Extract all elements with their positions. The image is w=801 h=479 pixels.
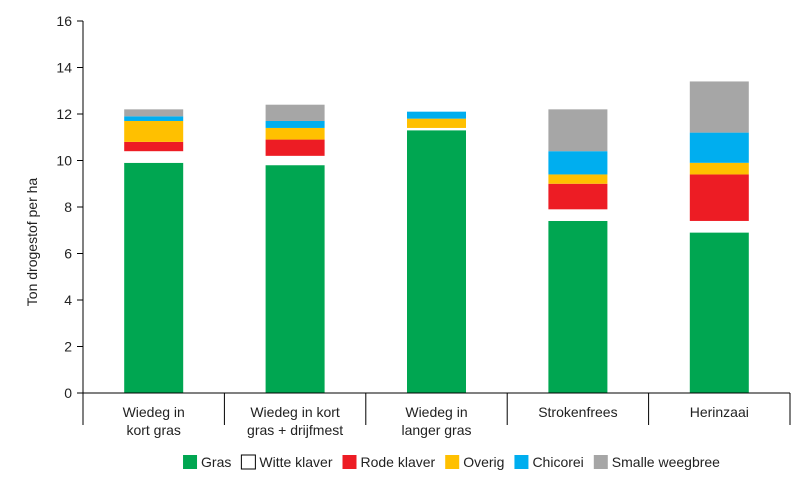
bar-segment-chicorei [689, 132, 749, 163]
legend-swatch [183, 455, 198, 469]
y-tick-label: 14 [56, 60, 72, 76]
legend-label: Overig [463, 454, 504, 470]
legend-label: Rode klaver [361, 454, 436, 470]
legend-swatch [514, 455, 529, 469]
bar-segment-overig [265, 127, 325, 140]
bar-segment-smalle-weegbree [124, 109, 184, 117]
legend-label: Gras [201, 454, 231, 470]
legend-swatch [342, 455, 357, 469]
x-category-label: Strokenfrees [538, 404, 617, 420]
bar-segment-smalle-weegbree [548, 109, 608, 152]
bar-segment-overig [124, 120, 184, 142]
y-tick-label: 16 [56, 13, 72, 29]
bar-segment-chicorei [265, 120, 325, 128]
legend-swatch [445, 455, 460, 469]
y-tick-label: 0 [64, 385, 72, 401]
x-category-label: Wiedeg in [405, 404, 467, 420]
x-category-label: Wiedeg in kort [250, 404, 340, 420]
x-category-label: gras + drijfmest [247, 422, 343, 438]
bar-segment-witte-klaver [265, 155, 325, 166]
legend-label: Chicorei [532, 454, 583, 470]
bar-segment-rode-klaver [265, 139, 325, 156]
bar-segment-smalle-weegbree [265, 104, 325, 121]
bar-segment-chicorei [548, 151, 608, 175]
bar-segment-gras [548, 220, 608, 393]
y-axis-title: Ton drogestof per ha [24, 178, 40, 307]
bar-segment-witte-klaver [689, 220, 749, 233]
bar-segment-overig [689, 162, 749, 175]
bar-segment-witte-klaver [124, 151, 184, 163]
bar-segment-rode-klaver [548, 183, 608, 210]
bar-segment-gras [407, 130, 466, 393]
bar-segment-gras [689, 232, 749, 393]
bar-segment-chicorei [124, 116, 184, 121]
bar-segment-gras [265, 165, 325, 393]
legend-label: Witte klaver [259, 454, 332, 470]
y-tick-label: 10 [56, 153, 72, 169]
x-category-label: Herinzaai [690, 404, 749, 420]
bar-segment-gras [124, 162, 184, 393]
bar-segment-witte-klaver [548, 209, 608, 221]
x-category-label: kort gras [126, 422, 180, 438]
bar-segment-overig [407, 118, 466, 128]
y-axis: 0 2 4 6 8 10 12 14 16 [56, 13, 84, 401]
bar-segment-rode-klaver [689, 174, 749, 221]
legend-swatch [593, 455, 608, 469]
y-tick-label: 2 [64, 339, 72, 355]
legend-label: Smalle weegbree [612, 454, 720, 470]
bar-segment-chicorei [407, 111, 466, 119]
bars [124, 81, 749, 393]
bar-segment-smalle-weegbree [689, 81, 749, 133]
x-category-label: langer gras [401, 422, 471, 438]
legend-swatch [240, 454, 256, 470]
legend: Gras Witte klaver Rode klaver Overig Chicore… [183, 454, 720, 470]
bar-segment-rode-klaver [124, 141, 184, 152]
x-category-label: Wiedeg in [123, 404, 185, 420]
y-tick-label: 4 [64, 292, 72, 308]
x-axis: Wiedeg in kort gras Wiedeg in kort gras + d… [82, 392, 791, 438]
y-tick-label: 6 [64, 246, 72, 262]
bar-segment-witte-klaver [407, 127, 466, 131]
y-tick-label: 12 [56, 106, 72, 122]
bar-segment-overig [548, 174, 608, 184]
y-tick-label: 8 [64, 199, 72, 215]
